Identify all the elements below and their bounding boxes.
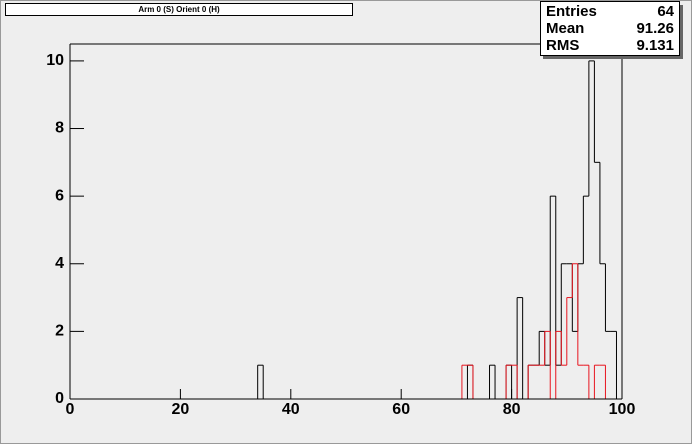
title-box	[5, 3, 353, 16]
stats-label: RMS	[546, 37, 579, 54]
stats-label: Mean	[546, 20, 584, 37]
y-tick-label: 0	[55, 390, 64, 407]
x-tick-label: 60	[392, 401, 410, 418]
x-tick-label: 20	[172, 401, 190, 418]
y-tick-label: 2	[55, 323, 64, 340]
y-tick-label: 6	[55, 187, 64, 204]
y-tick-label: 10	[46, 52, 64, 69]
plot-area: 0 20 40 60 80 100 0 2 4 6 8 10	[46, 43, 636, 418]
y-tick-label: 8	[55, 120, 64, 137]
stats-value: 9.131	[636, 37, 674, 54]
stats-box	[540, 1, 680, 56]
x-tick-label: 0	[66, 401, 75, 418]
stats-label: Entries	[546, 3, 597, 20]
stats: Entries 64 Mean 91.26 RMS 9.131	[546, 3, 675, 54]
x-tick-label: 100	[609, 401, 636, 418]
x-tick-label: 40	[282, 401, 300, 418]
chart-title: Arm 0 (S) Orient 0 (H)	[138, 5, 220, 14]
x-tick-label: 80	[503, 401, 521, 418]
stats-value: 64	[657, 3, 674, 20]
stats-value: 91.26	[636, 20, 674, 37]
y-tick-label: 4	[55, 255, 64, 272]
